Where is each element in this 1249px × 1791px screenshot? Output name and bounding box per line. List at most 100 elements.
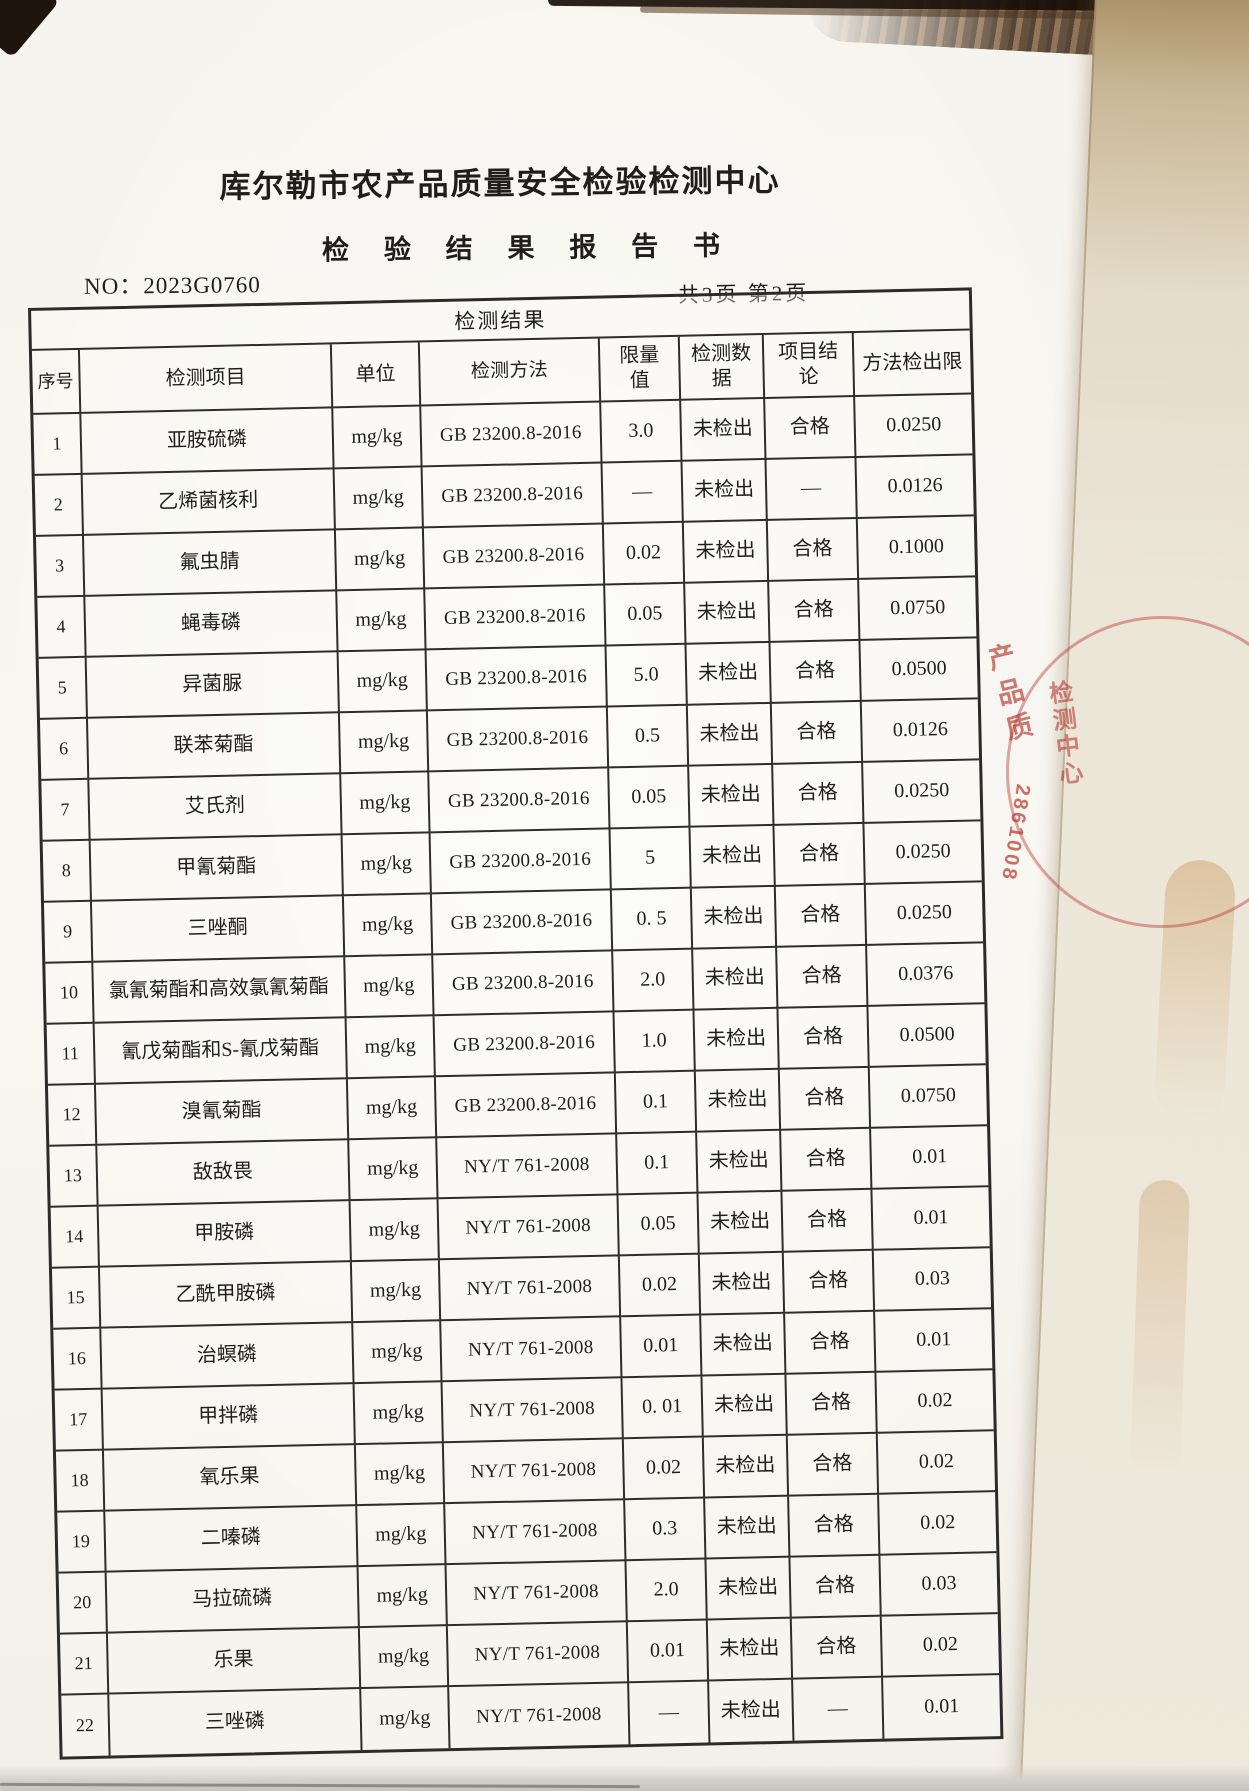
item-conclusion: — <box>793 1677 885 1741</box>
report-number: NO：2023G0760 <box>83 272 261 299</box>
method-detection-limit: 0.02 <box>879 1492 997 1556</box>
test-method: NY/T 761-2008 <box>439 1256 622 1322</box>
unit: mg/kg <box>358 1565 448 1629</box>
test-data: 未检出 <box>693 947 779 1011</box>
limit-value: 0. 01 <box>622 1376 704 1440</box>
method-detection-limit: 0.03 <box>873 1248 992 1312</box>
unit: mg/kg <box>341 772 431 836</box>
unit: mg/kg <box>342 833 432 897</box>
row-number: 3 <box>35 535 86 598</box>
method-detection-limit: 0.0250 <box>863 760 981 824</box>
test-data: 未检出 <box>697 1130 783 1194</box>
unit: mg/kg <box>334 467 424 531</box>
test-data: 未检出 <box>691 886 778 950</box>
row-number: 18 <box>55 1450 106 1513</box>
row-number: 10 <box>45 962 95 1025</box>
unit: mg/kg <box>337 589 427 653</box>
row-number: 19 <box>57 1511 107 1574</box>
method-detection-limit: 0.0250 <box>864 821 982 885</box>
unit: mg/kg <box>338 650 428 714</box>
limit-value: 0.1 <box>615 1071 698 1135</box>
test-data: 未检出 <box>694 1008 780 1072</box>
limit-value: — <box>629 1681 711 1745</box>
item-conclusion: 合格 <box>771 701 864 765</box>
col-header-unit: 单位 <box>331 342 422 409</box>
test-method: GB 23200.8-2016 <box>423 524 606 590</box>
unit: mg/kg <box>351 1260 442 1324</box>
row-number: 2 <box>34 474 84 537</box>
test-item: 溴氰菊酯 <box>95 1079 350 1146</box>
limit-value: 0.02 <box>619 1254 702 1318</box>
limit-value: 0.02 <box>603 522 686 586</box>
item-conclusion: 合格 <box>778 1006 870 1070</box>
item-conclusion: 合格 <box>790 1555 882 1619</box>
item-conclusion: 合格 <box>769 579 861 643</box>
test-item: 敌敌畏 <box>97 1140 351 1207</box>
unit: mg/kg <box>359 1626 450 1690</box>
unit: mg/kg <box>357 1504 447 1568</box>
test-method: GB 23200.8-2016 <box>434 1012 616 1078</box>
limit-value: 0.5 <box>607 705 690 769</box>
row-number: 7 <box>41 779 91 842</box>
test-method: GB 23200.8-2016 <box>430 829 612 895</box>
col-header-conclusion-text: 项目结论 <box>777 340 839 389</box>
unit: mg/kg <box>335 528 426 592</box>
test-item: 亚胺硫磷 <box>81 408 335 475</box>
row-number: 6 <box>39 718 90 781</box>
test-method: GB 23200.8-2016 <box>426 646 608 712</box>
limit-value: 0.3 <box>625 1498 707 1562</box>
limit-value: — <box>602 461 684 525</box>
test-item: 甲拌磷 <box>102 1384 356 1451</box>
results-tbody: 1 亚胺硫磷 mg/kg GB 23200.8-2016 3.0 未检出 合格 … <box>33 394 1000 1757</box>
test-data: 未检出 <box>698 1191 784 1255</box>
test-method: NY/T 761-2008 <box>445 1500 627 1566</box>
test-method: GB 23200.8-2016 <box>435 1073 618 1139</box>
test-data: 未检出 <box>689 764 775 828</box>
test-item: 甲胺磷 <box>98 1201 352 1268</box>
test-data: 未检出 <box>681 398 767 462</box>
scan-artifact-corner-sliver <box>0 0 60 58</box>
method-detection-limit: 0.01 <box>871 1126 989 1190</box>
limit-value: 0.01 <box>621 1315 703 1379</box>
row-number: 21 <box>59 1633 110 1696</box>
item-conclusion: 合格 <box>767 518 860 582</box>
test-item: 乙烯菌核利 <box>82 469 336 536</box>
test-item: 马拉硫磷 <box>106 1567 360 1634</box>
row-number: 17 <box>54 1389 104 1452</box>
row-number: 22 <box>61 1694 111 1757</box>
method-detection-limit: 0.0500 <box>868 1004 986 1068</box>
col-header-method: 检测方法 <box>419 338 602 407</box>
col-header-conclusion: 项目结论 <box>763 332 856 399</box>
limit-value: 0. 5 <box>611 888 694 952</box>
test-item: 三唑酮 <box>91 896 346 963</box>
item-conclusion: 合格 <box>765 396 857 460</box>
test-method: NY/T 761-2008 <box>443 1439 626 1505</box>
unit: mg/kg <box>353 1321 443 1385</box>
method-detection-limit: 0.0126 <box>856 455 974 519</box>
test-item: 甲氰菊酯 <box>90 835 344 902</box>
unit: mg/kg <box>354 1382 444 1446</box>
col-header-item: 检测项目 <box>79 344 334 414</box>
limit-value: 0.05 <box>609 766 691 830</box>
test-method: NY/T 761-2008 <box>449 1683 631 1749</box>
test-data: 未检出 <box>690 825 776 889</box>
test-method: GB 23200.8-2016 <box>431 890 614 956</box>
row-number: 4 <box>37 596 87 659</box>
col-header-data-text: 检测数据 <box>690 342 752 391</box>
unit: mg/kg <box>345 955 435 1019</box>
item-conclusion: 合格 <box>774 823 866 887</box>
item-conclusion: 合格 <box>783 1250 876 1314</box>
results-table: 检测结果 序号 检测项目 单位 检测方法 限量值 检测数据 项目结论 方法检出限… <box>28 287 1004 1760</box>
row-number: 20 <box>58 1572 108 1635</box>
method-detection-limit: 0.01 <box>923 1695 960 1718</box>
item-conclusion: 合格 <box>789 1494 881 1558</box>
item-conclusion: — <box>766 457 858 521</box>
limit-value: 0.02 <box>623 1437 706 1501</box>
row-number: 8 <box>42 840 92 903</box>
unit: mg/kg <box>355 1443 446 1507</box>
method-detection-limit: 0.0126 <box>861 699 980 763</box>
item-conclusion: 合格 <box>770 640 862 704</box>
row-number: 11 <box>46 1023 96 1086</box>
item-conclusion: 合格 <box>777 945 869 1009</box>
